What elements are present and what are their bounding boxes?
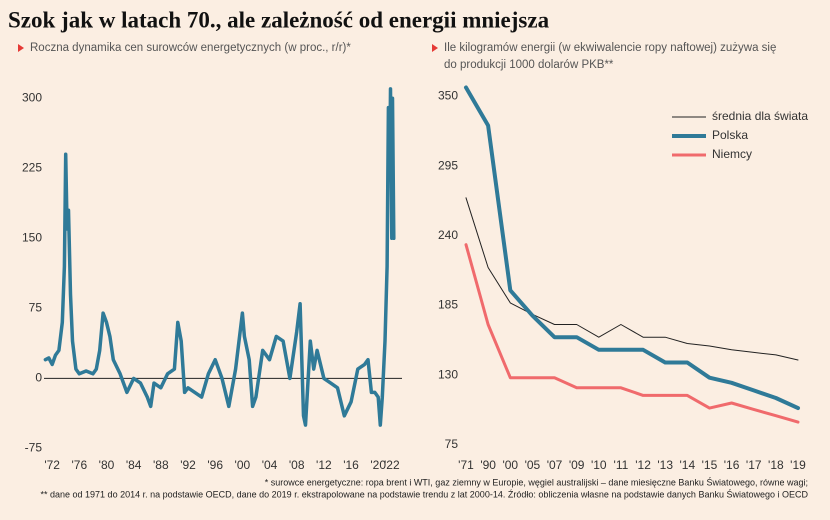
y-tick-label: -75 (25, 441, 43, 455)
subtitle-marker (18, 44, 24, 52)
footnote: ** dane od 1971 do 2014 r. na podstawie … (41, 488, 809, 499)
y-tick-label: 185 (438, 298, 458, 312)
x-tick-label: '12 (316, 458, 332, 472)
x-tick-label: '18 (768, 458, 784, 472)
y-tick-label: 300 (22, 90, 42, 104)
subtitle: Roczna dynamika cen surowców energetyczn… (30, 42, 351, 54)
y-tick-label: 150 (22, 231, 42, 245)
x-tick-label: '05 (525, 458, 541, 472)
y-tick-label: 75 (445, 437, 459, 451)
x-tick-label: '15 (702, 458, 718, 472)
line (464, 243, 800, 424)
y-tick-label: 0 (35, 371, 42, 385)
legend-label: średnia dla świata (712, 109, 808, 123)
x-tick-label: '84 (126, 458, 142, 472)
x-tick-label: '08 (289, 458, 305, 472)
x-tick-label: '88 (153, 458, 169, 472)
x-tick-label: '76 (72, 458, 88, 472)
x-tick-label: '14 (680, 458, 696, 472)
footnote: * surowce energetyczne: ropa brent i WTI… (265, 476, 808, 487)
y-tick-label: 130 (438, 367, 458, 381)
legend-label: Polska (712, 128, 748, 142)
x-tick-label: '96 (207, 458, 223, 472)
subtitle: Ile kilogramów energii (w ekwiwalencie r… (444, 42, 776, 54)
x-tick-label: '80 (99, 458, 115, 472)
x-tick-label: '12 (635, 458, 651, 472)
x-tick-label: '16 (724, 458, 740, 472)
x-tick-label: '16 (343, 458, 359, 472)
x-tick-label: '71 (458, 458, 474, 472)
x-tick-label: '10 (591, 458, 607, 472)
y-tick-label: 225 (22, 160, 42, 174)
legend-label: Niemcy (712, 147, 752, 161)
x-tick-label: '11 (614, 458, 629, 472)
x-tick-label: '92 (180, 458, 196, 472)
subtitle: do produkcji 1000 dolarów PKB** (444, 59, 614, 71)
line (43, 87, 396, 427)
line (465, 197, 799, 361)
line (464, 85, 800, 411)
y-tick-label: 350 (438, 89, 458, 103)
x-tick-label: '09 (569, 458, 585, 472)
y-tick-label: 75 (29, 301, 43, 315)
x-tick-label: '17 (746, 458, 762, 472)
x-tick-label: '90 (480, 458, 496, 472)
x-tick-label: '04 (262, 458, 278, 472)
x-tick-label: '19 (790, 458, 806, 472)
y-tick-label: 295 (438, 158, 458, 172)
chart-title: Szok jak w latach 70., ale zależność od … (8, 7, 550, 32)
x-tick-label: '20 (370, 458, 386, 472)
x-tick-label: '22 (384, 458, 400, 472)
x-tick-label: '72 (44, 458, 60, 472)
x-tick-label: '07 (547, 458, 563, 472)
x-tick-label: '00 (502, 458, 518, 472)
x-tick-label: '00 (235, 458, 251, 472)
subtitle-marker (432, 44, 438, 52)
y-tick-label: 240 (438, 228, 458, 242)
x-tick-label: '13 (657, 458, 673, 472)
